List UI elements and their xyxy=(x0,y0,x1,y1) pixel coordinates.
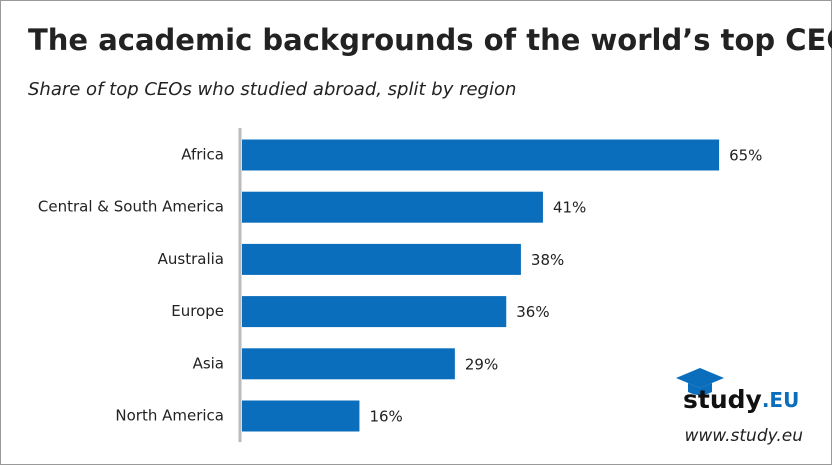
website: www.study.eu xyxy=(685,426,804,446)
chart-title: The academic backgrounds of the world’s … xyxy=(28,23,832,57)
bar xyxy=(242,348,455,380)
category-label: Central & South America xyxy=(38,198,224,216)
bar xyxy=(242,243,521,275)
category-label: Europe xyxy=(171,302,224,320)
chart-subtitle: Share of top CEOs who studied abroad, sp… xyxy=(28,79,516,100)
category-label: Australia xyxy=(158,250,224,268)
value-label: 38% xyxy=(531,251,564,269)
value-label: 36% xyxy=(516,303,549,321)
category-label: Asia xyxy=(193,354,224,372)
logo-suffix: .EU xyxy=(762,388,800,412)
bar xyxy=(242,191,543,223)
value-label: 29% xyxy=(465,355,498,373)
category-label: Africa xyxy=(181,146,224,164)
value-label: 65% xyxy=(729,147,762,165)
bar xyxy=(242,296,507,328)
bar xyxy=(242,400,360,432)
logo: study.EU www.study.eu xyxy=(676,368,803,446)
category-label: North America xyxy=(115,407,224,425)
logo-name: study xyxy=(683,385,762,414)
logo-text: study.EU xyxy=(683,385,799,414)
value-label: 16% xyxy=(369,408,402,426)
value-label: 41% xyxy=(553,199,586,217)
bar xyxy=(242,139,720,171)
logo-cap-base xyxy=(688,383,712,395)
